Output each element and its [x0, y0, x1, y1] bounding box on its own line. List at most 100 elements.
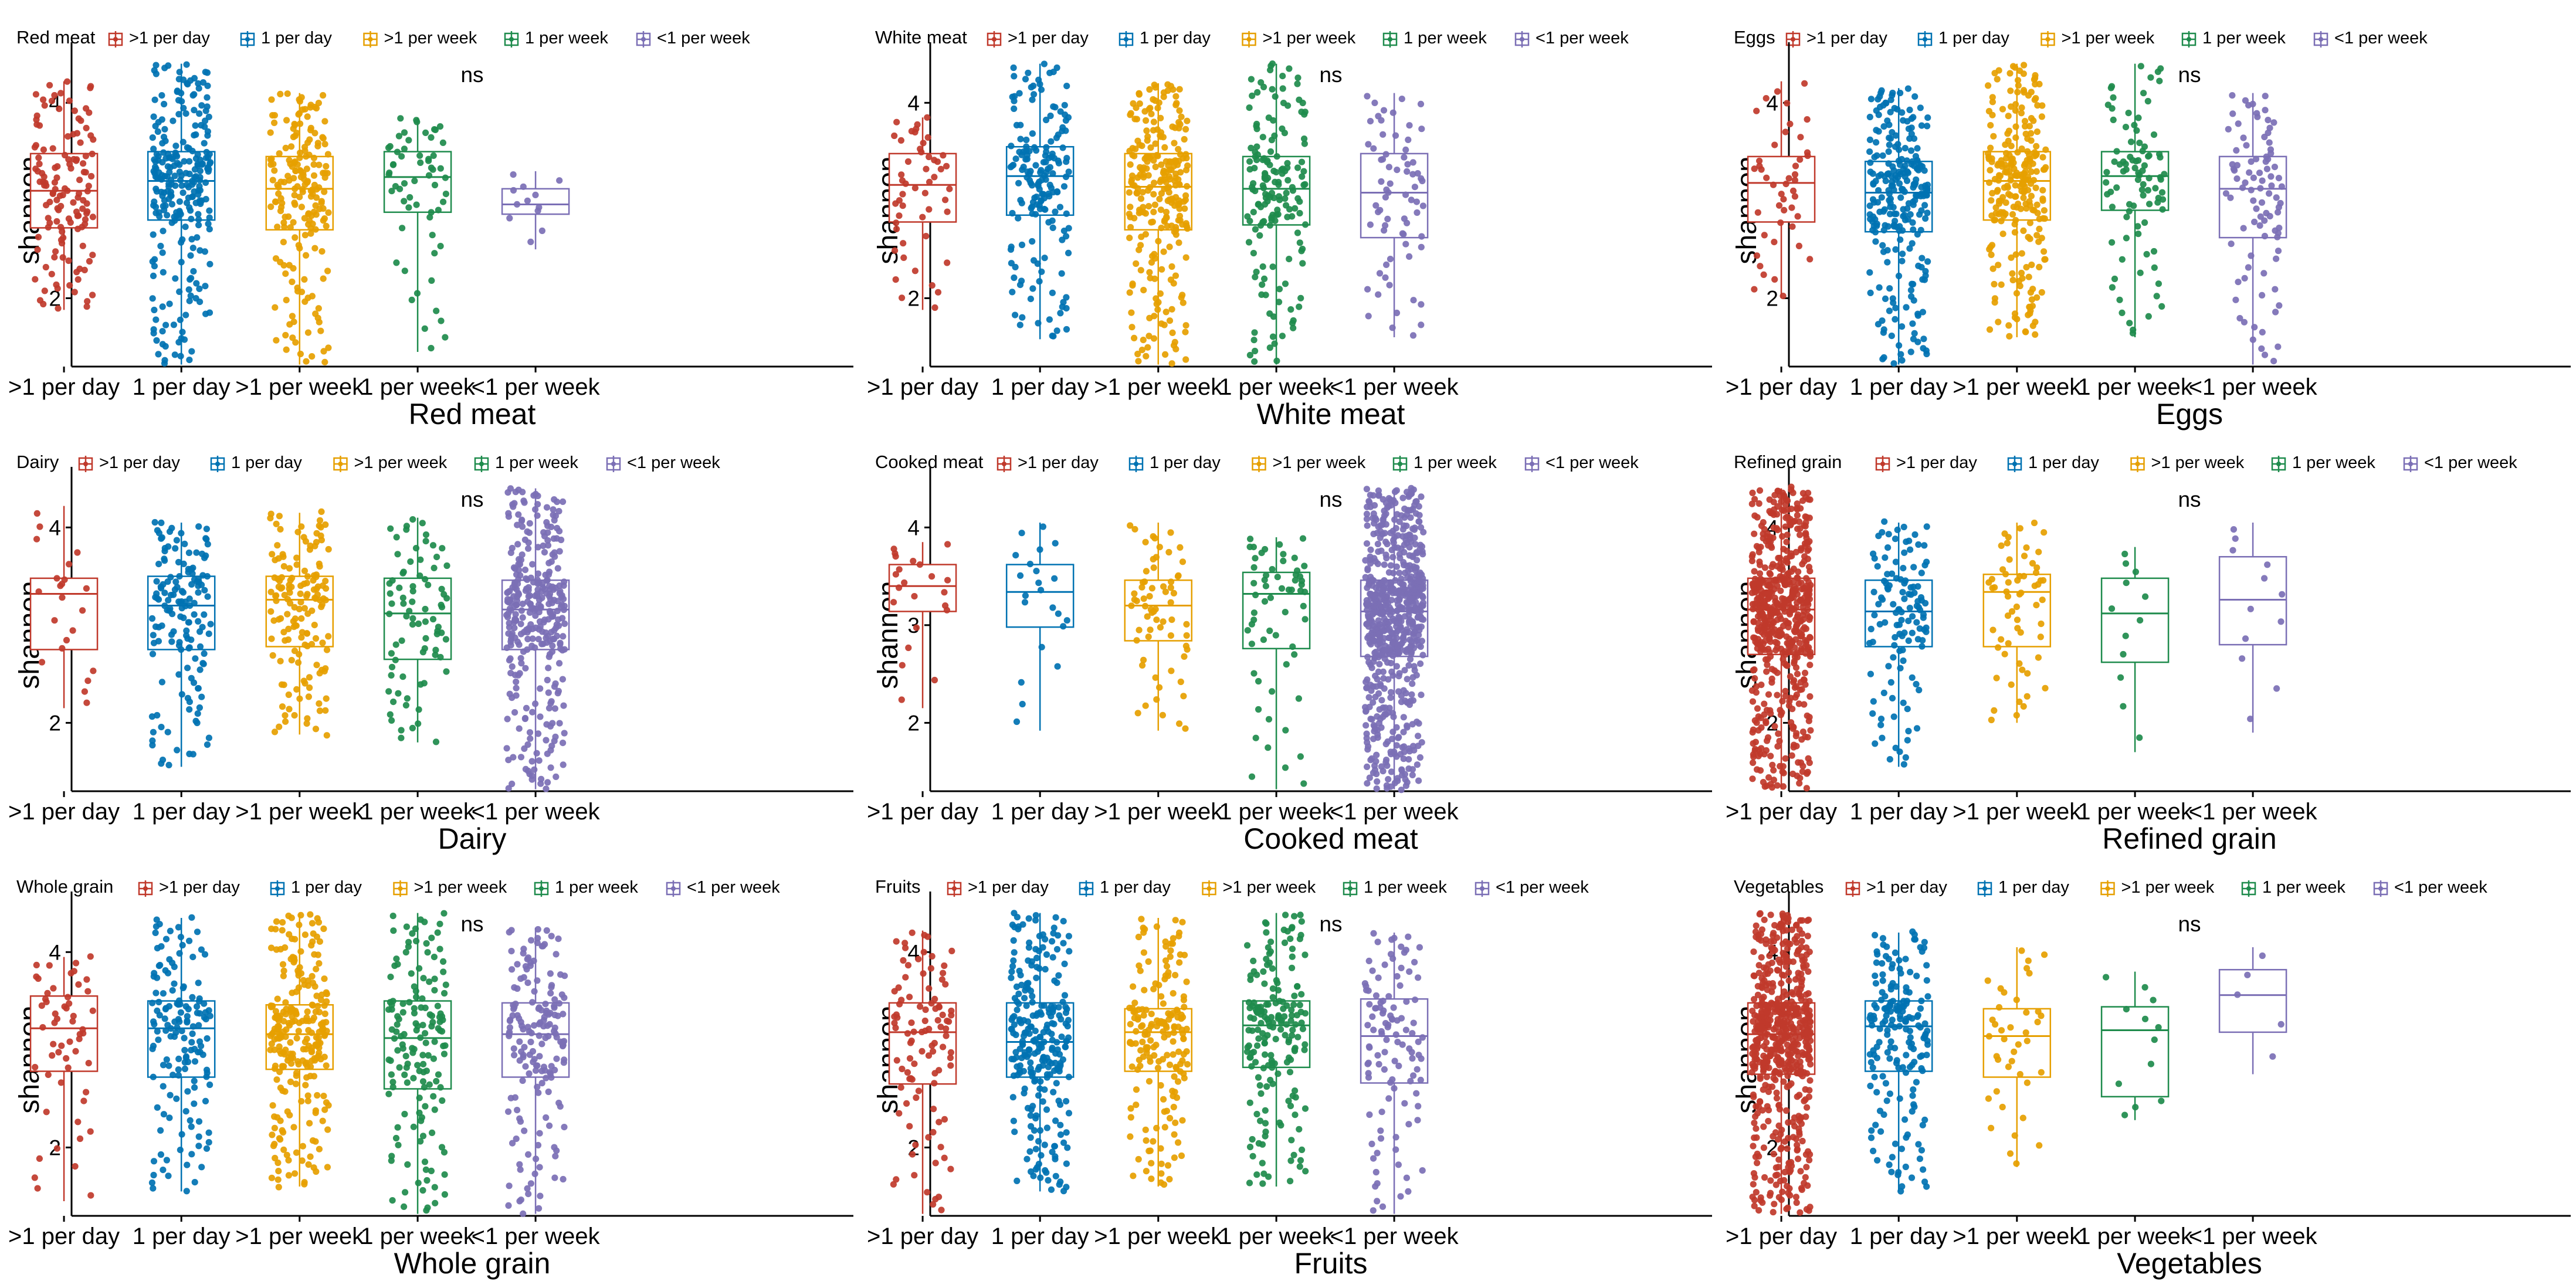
data-point [931, 174, 938, 181]
data-point [290, 219, 297, 226]
data-point [1882, 222, 1889, 229]
legend-key-point [671, 886, 676, 891]
data-point [185, 619, 192, 626]
data-point [1415, 733, 1422, 740]
data-point [1923, 523, 1930, 530]
data-point [416, 152, 423, 159]
legend-title: White meat [875, 27, 967, 48]
data-point [1780, 545, 1787, 553]
data-point [272, 255, 280, 262]
data-point [395, 690, 402, 697]
data-point [1899, 357, 1906, 364]
data-point [2227, 194, 2234, 201]
data-point [2111, 158, 2118, 165]
data-point [298, 634, 305, 641]
data-point [1393, 724, 1400, 731]
data-point [1988, 716, 1995, 724]
data-point [429, 542, 437, 549]
data-point [425, 581, 432, 588]
data-point [300, 677, 307, 684]
data-point [1027, 168, 1034, 175]
data-point [511, 500, 518, 507]
data-point [1901, 629, 1908, 636]
data-point [66, 282, 73, 289]
data-point [1411, 663, 1418, 670]
data-point [2273, 685, 2280, 692]
data-point [1879, 529, 1886, 536]
data-point [1299, 173, 1306, 180]
data-point [83, 585, 90, 592]
data-point [409, 621, 416, 628]
data-point [1157, 114, 1164, 121]
data-point [516, 556, 523, 563]
data-point [2030, 177, 2038, 184]
data-point [1807, 727, 1814, 734]
data-point [1269, 60, 1276, 67]
data-point [1806, 633, 1814, 640]
data-point [1026, 561, 1033, 568]
data-point [1985, 108, 1992, 115]
data-point [1756, 558, 1763, 565]
data-point [526, 520, 533, 527]
data-point [555, 508, 562, 515]
data-point [2012, 134, 2019, 141]
legend-title: Red meat [16, 27, 96, 48]
data-point [1136, 90, 1143, 97]
data-point [2120, 650, 2127, 658]
data-point [1151, 179, 1158, 187]
data-point [282, 718, 289, 725]
data-point [2042, 146, 2049, 153]
data-point [1058, 270, 1065, 277]
data-point [72, 1163, 79, 1170]
data-point [1012, 311, 1019, 318]
data-point [400, 600, 407, 607]
data-point [154, 527, 161, 534]
data-point [1409, 697, 1417, 704]
data-point [2032, 569, 2040, 576]
data-point [1386, 282, 1393, 289]
data-point [2039, 102, 2046, 109]
data-point [556, 720, 563, 727]
data-point [432, 738, 440, 745]
data-point [1380, 107, 1388, 114]
data-point [2151, 264, 2158, 271]
data-point [1256, 232, 1263, 239]
data-point [1918, 122, 1925, 129]
data-point [409, 615, 416, 622]
data-point [1884, 544, 1892, 551]
data-point [1290, 324, 1297, 331]
box-iqr [2218, 556, 2287, 646]
data-point [1802, 530, 1809, 537]
data-point [2240, 225, 2247, 232]
box-0 [1747, 80, 1816, 300]
data-point [2232, 296, 2239, 303]
data-point [54, 163, 61, 170]
data-point [293, 686, 300, 693]
data-point [313, 662, 320, 669]
data-point [1894, 141, 1902, 148]
data-point [206, 214, 213, 221]
x-tick-label: >1 per day [867, 374, 978, 400]
data-point [437, 243, 444, 250]
data-point [1258, 291, 1265, 298]
data-point [1364, 286, 1371, 293]
data-point [196, 704, 203, 711]
data-point [1286, 65, 1293, 72]
data-point [1770, 561, 1777, 568]
data-point [1147, 606, 1154, 613]
data-point [199, 623, 206, 631]
data-point [905, 644, 912, 652]
data-point [524, 646, 531, 653]
data-point [1290, 317, 1297, 324]
data-point [1806, 693, 1814, 700]
box-2 [265, 90, 334, 366]
legend-title: Refined grain [1734, 452, 1842, 472]
data-point [289, 334, 296, 341]
data-point [2012, 107, 2019, 114]
data-point [1136, 626, 1143, 633]
data-point [1259, 182, 1266, 189]
data-point [83, 1089, 90, 1096]
data-point [1797, 505, 1804, 512]
data-point [1363, 516, 1371, 523]
data-point [1904, 85, 1911, 92]
